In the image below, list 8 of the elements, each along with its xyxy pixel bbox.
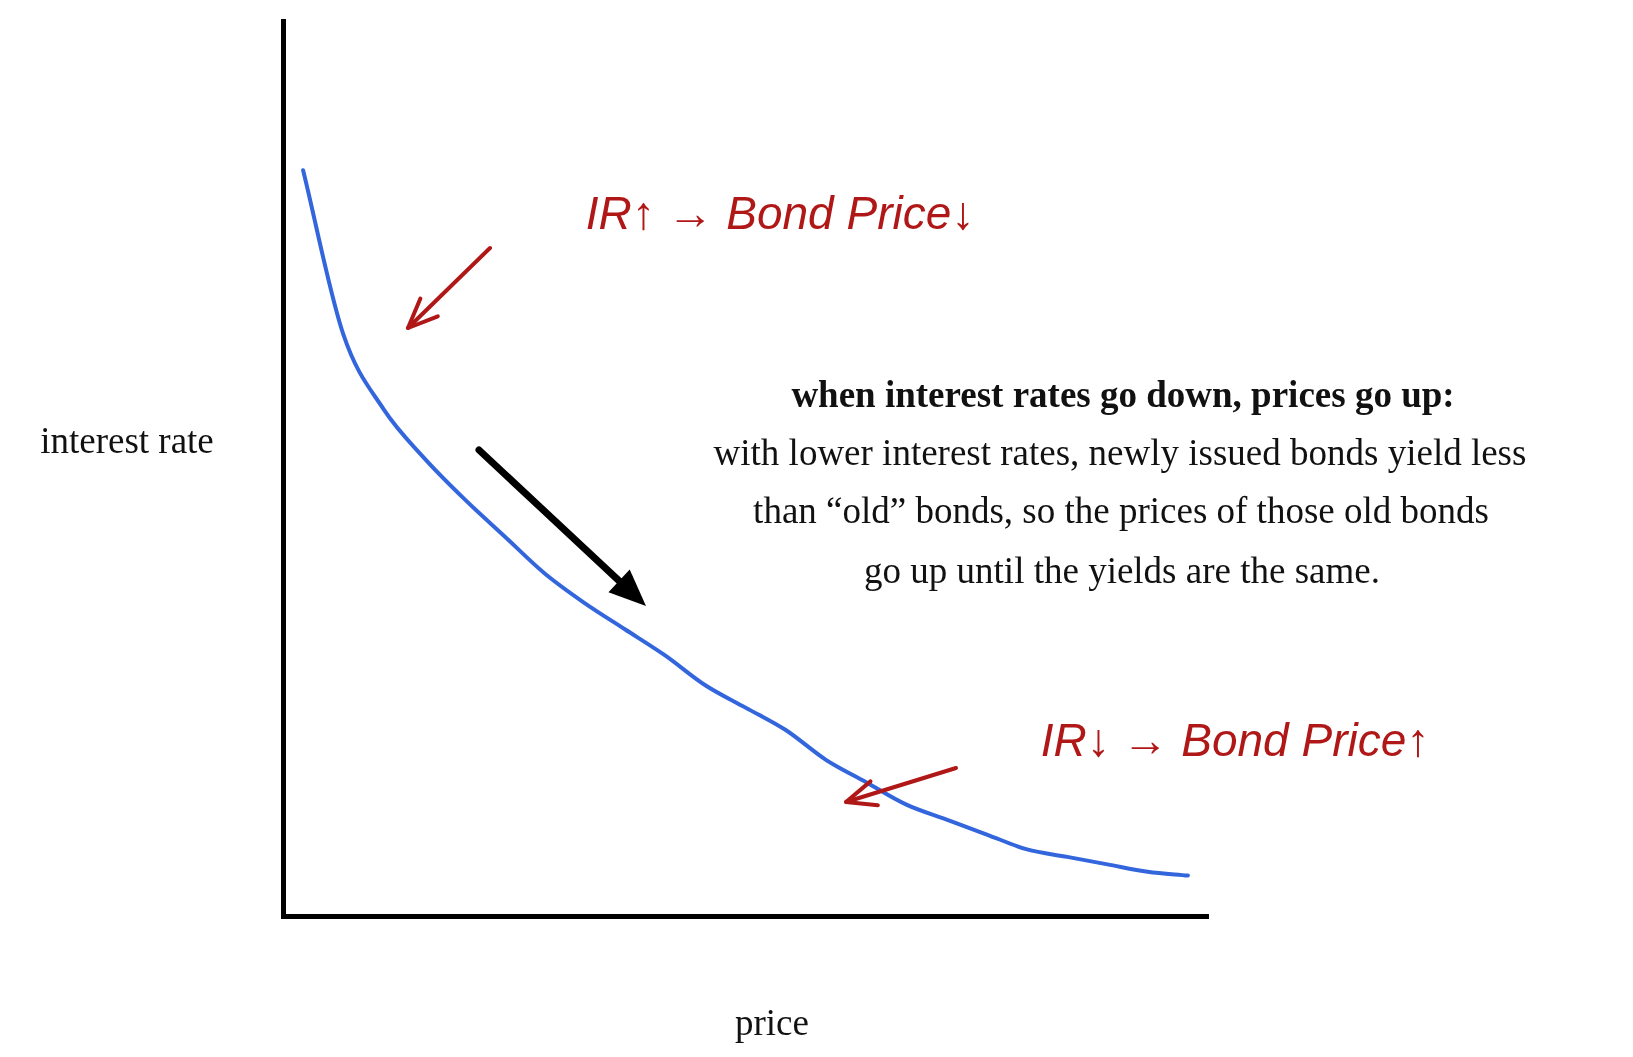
annotation: go up until the yields are the same. <box>864 548 1380 592</box>
annotation: when interest rates go down, prices go up: <box>791 372 1455 416</box>
x-axis-title: price <box>735 1000 809 1044</box>
annotation: with lower interest rates, newly issued bonds yield less <box>713 430 1527 474</box>
annotation: than “old” bonds, so the prices of those old bonds <box>753 488 1489 532</box>
annotation: IR↓ → Bond Price↑ <box>1040 713 1430 767</box>
annotation: IR↑ → Bond Price↓ <box>585 186 975 240</box>
y-axis-title: interest rate <box>40 418 214 462</box>
